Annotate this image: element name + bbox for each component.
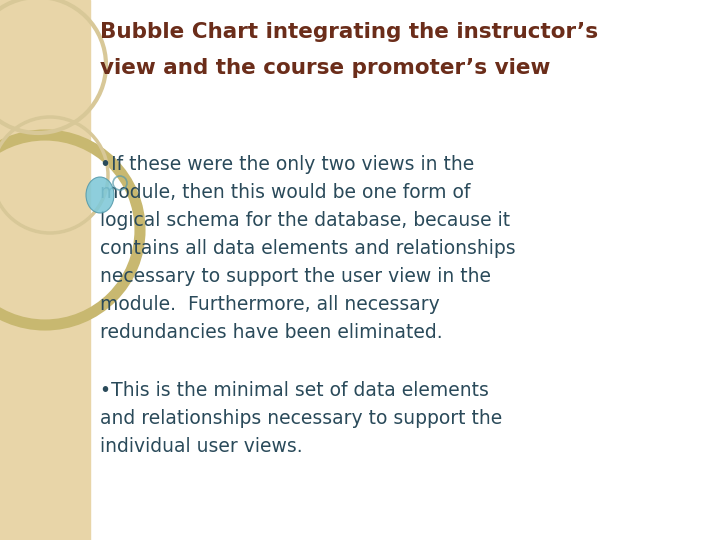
Text: •This is the minimal set of data elements: •This is the minimal set of data element… bbox=[100, 381, 489, 400]
Text: individual user views.: individual user views. bbox=[100, 437, 302, 456]
Ellipse shape bbox=[86, 177, 114, 213]
Text: Bubble Chart integrating the instructor’s: Bubble Chart integrating the instructor’… bbox=[100, 22, 598, 42]
Text: view and the course promoter’s view: view and the course promoter’s view bbox=[100, 58, 550, 78]
Text: module.  Furthermore, all necessary: module. Furthermore, all necessary bbox=[100, 295, 440, 314]
Text: module, then this would be one form of: module, then this would be one form of bbox=[100, 183, 470, 202]
Text: necessary to support the user view in the: necessary to support the user view in th… bbox=[100, 267, 491, 286]
Text: and relationships necessary to support the: and relationships necessary to support t… bbox=[100, 409, 503, 428]
Bar bbox=[0, 0, 90, 540]
Text: contains all data elements and relationships: contains all data elements and relations… bbox=[100, 239, 516, 258]
Text: redundancies have been eliminated.: redundancies have been eliminated. bbox=[100, 323, 443, 342]
Text: •If these were the only two views in the: •If these were the only two views in the bbox=[100, 155, 474, 174]
Text: logical schema for the database, because it: logical schema for the database, because… bbox=[100, 211, 510, 230]
